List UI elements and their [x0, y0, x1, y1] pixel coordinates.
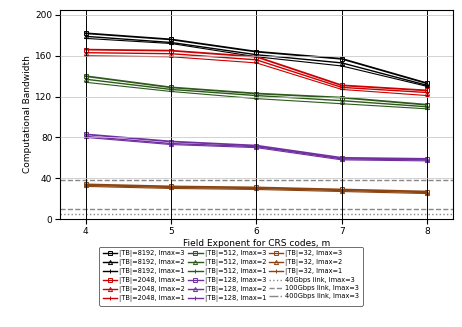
Legend: |TB|=8192, lmax=3, |TB|=8192, lmax=2, |TB|=8192, lmax=1, |TB|=2048, lmax=3, |TB|: |TB|=8192, lmax=3, |TB|=8192, lmax=2, |T… [99, 247, 363, 306]
X-axis label: Field Exponent for CRS codes, m: Field Exponent for CRS codes, m [183, 238, 330, 248]
Y-axis label: Computational Bandwidth: Computational Bandwidth [24, 56, 32, 173]
